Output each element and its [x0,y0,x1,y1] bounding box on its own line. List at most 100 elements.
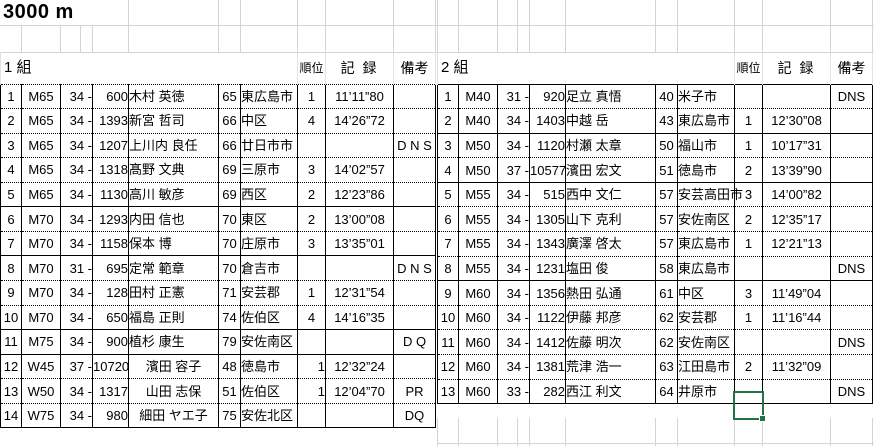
cell-pref[interactable]: 34 - [60,230,93,256]
cell-remarks[interactable]: DNS [830,378,874,404]
cell-city[interactable]: 中区 [676,280,736,306]
cell-cls[interactable]: M70 [21,206,61,232]
cell-record[interactable]: 11’11”80 [325,83,395,109]
cell-no[interactable]: 1 [0,83,22,109]
cell-age[interactable]: 62 [655,304,678,330]
cell-bib[interactable]: 515 [529,181,566,207]
cell-pref[interactable]: 37 - [497,157,530,183]
cell-name[interactable]: 山田 志保 [128,378,219,404]
cell-no[interactable]: 11 [437,329,459,355]
cell-city[interactable]: 庄原市 [239,230,299,256]
cell-name[interactable]: 濱田 宏文 [565,157,656,183]
cell-no[interactable]: 14 [0,402,22,428]
cell-no[interactable]: 10 [0,304,22,330]
cell-name[interactable]: 西江 利文 [565,378,656,404]
cell-no[interactable]: 6 [0,206,22,232]
cell-remarks[interactable]: PR [393,378,437,404]
cell-name[interactable]: 細田 ヤエ子 [128,402,219,428]
cell-pref[interactable]: 34 - [497,280,530,306]
cell-no[interactable]: 3 [437,132,459,158]
cell-no[interactable]: 3 [0,132,22,158]
cell-no[interactable]: 13 [0,378,22,404]
cell-bib[interactable]: 1207 [92,132,129,158]
heat1-group-label[interactable]: 1 組 [0,52,299,84]
cell-remarks[interactable] [830,157,874,183]
heat2-group-label[interactable]: 2 組 [436,52,736,84]
cell-name[interactable]: 廣澤 啓太 [565,231,656,257]
cell-name[interactable]: 福島 正則 [128,304,219,330]
cell-cls[interactable]: M50 [458,157,498,183]
cell-cls[interactable]: M70 [21,255,61,281]
cell-record[interactable]: 14’00”82 [762,181,832,207]
cell-remarks[interactable]: D N S [393,132,437,158]
cell-bib[interactable]: 10577 [529,157,566,183]
cell-cls[interactable]: M65 [21,157,61,183]
cell-age[interactable]: 74 [218,304,241,330]
cell-bib[interactable]: 1130 [92,181,129,207]
cell-bib[interactable]: 1381 [529,354,566,380]
cell-bib[interactable]: 920 [529,83,566,109]
cell-remarks[interactable] [830,280,874,306]
cell-pref[interactable]: 34 - [497,255,530,281]
cell-pref[interactable]: 34 - [497,354,530,380]
cell-pref[interactable]: 34 - [60,132,93,158]
cell-bib[interactable]: 128 [92,280,129,306]
cell-record[interactable]: 13’35”01 [325,230,395,256]
heat2-rank-header[interactable]: 順位 [734,52,764,84]
cell-remarks[interactable] [393,108,437,134]
cell-record[interactable]: 13’39”90 [762,157,832,183]
cell-remarks[interactable]: DNS [830,329,874,355]
cell-cls[interactable]: M70 [21,304,61,330]
cell-bib[interactable]: 980 [92,402,129,428]
cell-name[interactable]: 佐藤 明次 [565,329,656,355]
cell-remarks[interactable] [393,83,437,109]
cell-remarks[interactable] [393,157,437,183]
cell-cls[interactable]: M50 [458,132,498,158]
cell-rank[interactable] [734,329,764,355]
cell-rank[interactable]: 1 [734,132,764,158]
cell-bib[interactable]: 1403 [529,108,566,134]
cell-name[interactable]: 熱田 弘通 [565,280,656,306]
cell-record[interactable]: 12’31”54 [325,280,395,306]
cell-city[interactable]: 東広島市 [239,83,299,109]
active-cell[interactable] [733,391,766,422]
cell-name[interactable]: 内田 信也 [128,206,219,232]
cell-age[interactable]: 51 [655,157,678,183]
cell-bib[interactable]: 1158 [92,230,129,256]
cell-record[interactable] [762,83,832,109]
cell-bib[interactable]: 1231 [529,255,566,281]
cell-cls[interactable]: M40 [458,83,498,109]
cell-no[interactable]: 8 [0,255,22,281]
cell-record[interactable]: 12’32”24 [325,353,395,379]
cell-remarks[interactable]: DNS [830,255,874,281]
cell-pref[interactable]: 31 - [60,255,93,281]
cell-remarks[interactable] [830,181,874,207]
cell-age[interactable]: 70 [218,255,241,281]
cell-city[interactable]: 安佐北区 [239,402,299,428]
cell-bib[interactable]: 1120 [529,132,566,158]
cell-record[interactable] [762,378,832,404]
cell-cls[interactable]: M55 [458,181,498,207]
cell-rank[interactable]: 3 [297,157,327,183]
cell-no[interactable]: 12 [0,353,22,379]
cell-pref[interactable]: 34 - [60,206,93,232]
cell-record[interactable]: 13’00”08 [325,206,395,232]
cell-city[interactable]: 徳島市 [676,157,736,183]
cell-city[interactable]: 東広島市 [676,108,736,134]
cell-cls[interactable]: M60 [458,378,498,404]
cell-city[interactable]: 安芸郡 [239,280,299,306]
cell-remarks[interactable] [393,353,437,379]
cell-rank[interactable]: 2 [297,181,327,207]
cell-pref[interactable]: 34 - [60,304,93,330]
cell-bib[interactable]: 10720 [92,353,129,379]
cell-age[interactable]: 69 [218,181,241,207]
cell-name[interactable]: 新宮 哲司 [128,108,219,134]
cell-name[interactable]: 塩田 俊 [565,255,656,281]
cell-city[interactable]: 三原市 [239,157,299,183]
cell-record[interactable]: 14’16”35 [325,304,395,330]
cell-record[interactable]: 12’21”13 [762,231,832,257]
cell-record[interactable] [762,329,832,355]
cell-name[interactable]: 中越 岳 [565,108,656,134]
cell-cls[interactable]: M65 [21,132,61,158]
cell-age[interactable]: 48 [218,353,241,379]
